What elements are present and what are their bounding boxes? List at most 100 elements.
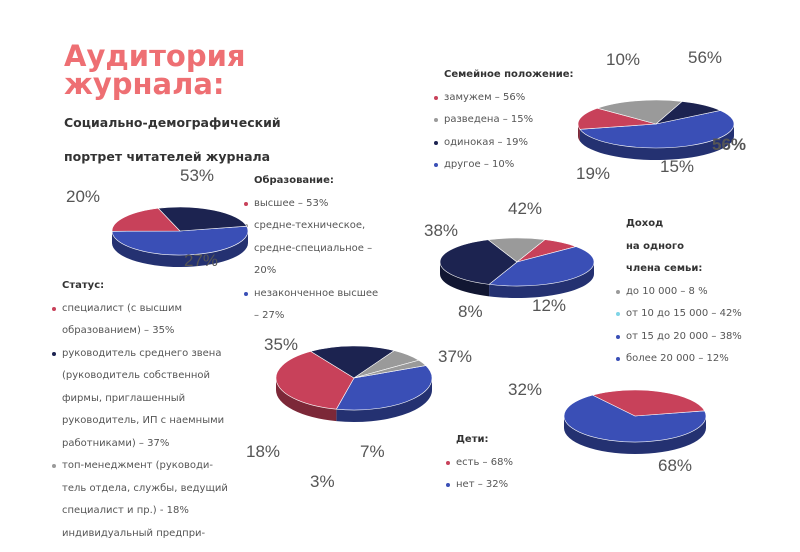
legend-item-text: разведена – 15% (444, 114, 534, 125)
pie-label: 53% (180, 166, 215, 185)
legend-bullet-icon (52, 306, 56, 311)
title-line: журнала: (64, 67, 225, 101)
legend-item-text: замужем – 56% (444, 91, 526, 103)
subtitle: Социально-демографический портрет читате… (64, 106, 364, 174)
legend-bullet-icon (616, 312, 620, 316)
pie-label: 3% (310, 472, 335, 491)
pie-label: 37% (438, 347, 473, 366)
pie-slice-side (578, 124, 580, 142)
legend-item-text: высшее – 53% (254, 197, 329, 209)
legend-bullet-icon (434, 140, 438, 145)
pie-children (563, 389, 707, 454)
legend-bullet-icon (616, 289, 620, 294)
pie-slice-side (276, 378, 337, 422)
legend-bullet-icon (52, 351, 56, 356)
pie-label: 56% (688, 48, 723, 67)
legend-heading: Дети: (456, 434, 489, 445)
pie-slice-side (336, 378, 432, 422)
legend-bullet-icon (434, 163, 438, 167)
legend-item: одинокая – 19% (434, 132, 574, 155)
pie-slice (579, 110, 735, 149)
legend-item-text: нет – 32% (456, 479, 509, 490)
legend-bullet-icon (244, 291, 248, 296)
pie-slice (563, 394, 707, 443)
pie-slice (487, 237, 546, 263)
pie-slice (309, 345, 395, 379)
legend-item: разведена – 15% (434, 109, 574, 132)
pie-label: 18% (246, 442, 281, 461)
pie-slice (157, 206, 248, 232)
pie-family (577, 99, 735, 160)
legend-item: нет – 32% (446, 474, 513, 497)
legend-item-text: тель отдела, службы, ведущий (62, 482, 228, 494)
legend-heading: на одного (626, 240, 684, 252)
legend-bullet-icon (616, 334, 620, 339)
subtitle-line: Социально-демографический (64, 115, 281, 130)
pie-label: 15% (660, 157, 695, 176)
legend-bullet-icon (446, 483, 450, 487)
legend-heading: Семейное положение: (444, 69, 574, 80)
legend-item: до 10 000 – 8 % (616, 281, 742, 304)
education-legend: Образование: высшее – 53% средне-техническ… (244, 170, 379, 328)
pie-slice-side (489, 262, 594, 298)
pie-label: 56% (712, 135, 747, 154)
family-legend: Семейное положение: замужем – 56% разведен… (434, 64, 574, 177)
legend-item-text: образованием) – 35% (62, 325, 175, 336)
pie-slice (275, 351, 355, 410)
subtitle-line: портрет читателей журнала (64, 149, 271, 164)
legend-item-text: работниками) – 37% (62, 437, 170, 449)
pie-label: 7% (360, 442, 385, 461)
legend-item: средне-техническое, средне-специальное – 2… (244, 215, 378, 283)
legend-bullet-icon (244, 201, 248, 206)
legend-item: незаконченное высшее – 27% (244, 283, 379, 328)
legend-item-text: есть – 68% (456, 456, 513, 468)
pie-slice-side (579, 124, 734, 160)
pie-slice (111, 225, 249, 256)
legend-bullet-icon (434, 118, 438, 122)
pie-slice (335, 365, 433, 411)
legend-item-text: специалист и пр.) - 18% (62, 505, 189, 516)
pie-slice (111, 207, 181, 232)
pie-slice (353, 359, 427, 379)
legend-bullet-icon (446, 460, 450, 465)
legend-heading: Доход (626, 218, 664, 229)
legend-item: есть – 68% (446, 452, 513, 475)
legend-item: замужем – 56% (434, 87, 574, 110)
pie-slice-side (564, 416, 706, 454)
pie-status (275, 345, 433, 422)
legend-item-text: – 27% (254, 310, 285, 321)
income-legend: Доход на одного члена семьи: до 10 000 – 8 … (616, 213, 742, 371)
pie-label: 20% (66, 187, 101, 206)
legend-heading: Образование: (254, 175, 334, 186)
pie-label: 27% (184, 251, 219, 270)
legend-item-text: более 20 000 – 12% (626, 353, 729, 364)
pie-slice (655, 101, 722, 125)
legend-item: руководитель среднего звена (руководитель… (52, 343, 228, 456)
legend-item-text: незаконченное высшее (254, 287, 379, 299)
pie-label: 19% (576, 164, 611, 183)
legend-item: топ-менеджмент (руководи-тель отдела, сл… (52, 455, 228, 545)
children-legend: Дети: есть – 68% нет – 32% (446, 429, 513, 497)
pie-label: 8% (458, 302, 483, 321)
legend-item-text: руководитель, ИП с наемными (62, 415, 225, 426)
pie-slice-side (112, 231, 248, 267)
pie-slice (577, 107, 657, 130)
legend-item-text: средне-специальное – (254, 242, 373, 254)
legend-heading: члена семьи: (626, 263, 703, 274)
legend-item: от 15 до 20 000 – 38% (616, 326, 742, 349)
legend-item: другое – 10% (434, 154, 574, 177)
legend-item-text: средне-техническое, (254, 220, 366, 231)
pie-label: 12% (532, 296, 567, 315)
pie-label: 68% (658, 456, 693, 475)
pie-label: 38% (424, 221, 459, 240)
legend-item: более 20 000 – 12% (616, 348, 742, 371)
legend-item-text: 20% (254, 265, 277, 276)
legend-bullet-icon (434, 95, 438, 100)
pie-income (439, 237, 595, 298)
legend-item-text: другое – 10% (444, 159, 515, 170)
pie-label: 10% (606, 50, 641, 69)
legend-item-text: от 15 до 20 000 – 38% (626, 330, 742, 342)
pie-slice-side (440, 262, 490, 297)
legend-item: специалист (с высшим образованием) – 35% (52, 298, 228, 343)
pie-slice (488, 246, 595, 287)
